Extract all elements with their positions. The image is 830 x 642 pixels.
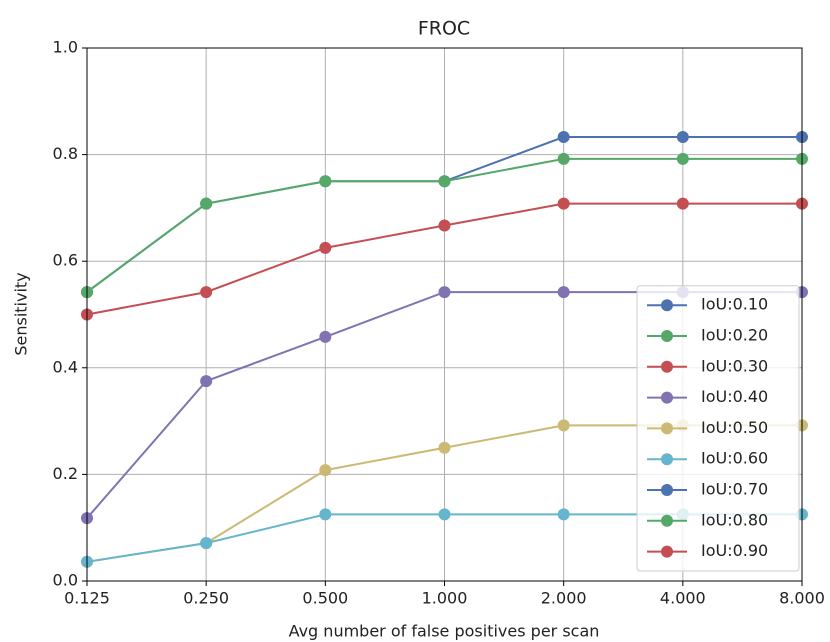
legend-label: IoU:0.80 (701, 510, 768, 529)
point (319, 330, 332, 343)
legend: IoU:0.10 IoU:0.20 IoU:0.30 IoU:0.40 IoU:0.50… (636, 285, 800, 572)
x-tick-label: 8.000 (779, 589, 825, 608)
point (438, 175, 451, 188)
point (319, 241, 332, 254)
y-tick-label: 0.6 (53, 251, 78, 270)
y-tick-label: 0.4 (53, 357, 78, 376)
legend-marker (661, 299, 673, 312)
legend-label: IoU:0.90 (701, 541, 768, 560)
point (557, 152, 570, 165)
legend-marker (661, 330, 673, 342)
legend-label: IoU:0.10 (701, 295, 768, 314)
point (557, 131, 570, 144)
legend-label: IoU:0.70 (701, 480, 768, 499)
x-tick-label: 0.500 (302, 589, 348, 608)
legend-label: IoU:0.30 (701, 356, 768, 375)
legend-label: IoU:0.60 (701, 449, 768, 468)
x-axis-label: Avg number of false positives per scan (289, 622, 600, 641)
point (676, 131, 689, 144)
legend-label: IoU:0.20 (701, 326, 768, 345)
legend-marker (661, 391, 673, 404)
x-tick-label: 1.000 (422, 589, 468, 608)
point (438, 508, 451, 521)
legend-label: IoU:0.40 (701, 387, 768, 406)
point (557, 419, 570, 432)
legend-marker (661, 514, 673, 527)
y-tick-label: 1.0 (53, 38, 78, 57)
chart-title: FROC (418, 18, 470, 40)
point (319, 175, 332, 188)
y-axis-label: Sensitivity (12, 272, 31, 355)
legend-marker (661, 422, 673, 435)
point (319, 508, 332, 521)
point (200, 537, 213, 550)
point (200, 286, 213, 299)
point (438, 441, 451, 454)
point (557, 508, 570, 521)
x-tick-label: 2.000 (541, 589, 587, 608)
x-tick-label: 0.125 (64, 589, 110, 608)
point (676, 152, 689, 165)
point (200, 197, 213, 210)
point (676, 197, 689, 210)
legend-label: IoU:0.50 (701, 418, 768, 437)
point (438, 286, 451, 299)
x-tick-label: 0.250 (183, 589, 229, 608)
y-tick-label: 0.8 (53, 144, 78, 163)
y-tick-label: 0.2 (53, 464, 78, 483)
legend-marker (661, 545, 673, 558)
point (319, 464, 332, 477)
y-tick-label: 0.0 (53, 571, 78, 590)
point (557, 197, 570, 210)
plot-frame (86, 47, 803, 582)
x-tick-label: 4.000 (660, 589, 706, 608)
point (438, 219, 451, 232)
point (200, 375, 213, 388)
point (557, 286, 570, 299)
legend-marker (661, 484, 673, 496)
legend-marker (661, 453, 673, 466)
legend-marker (661, 360, 673, 373)
legend-box (636, 285, 800, 572)
